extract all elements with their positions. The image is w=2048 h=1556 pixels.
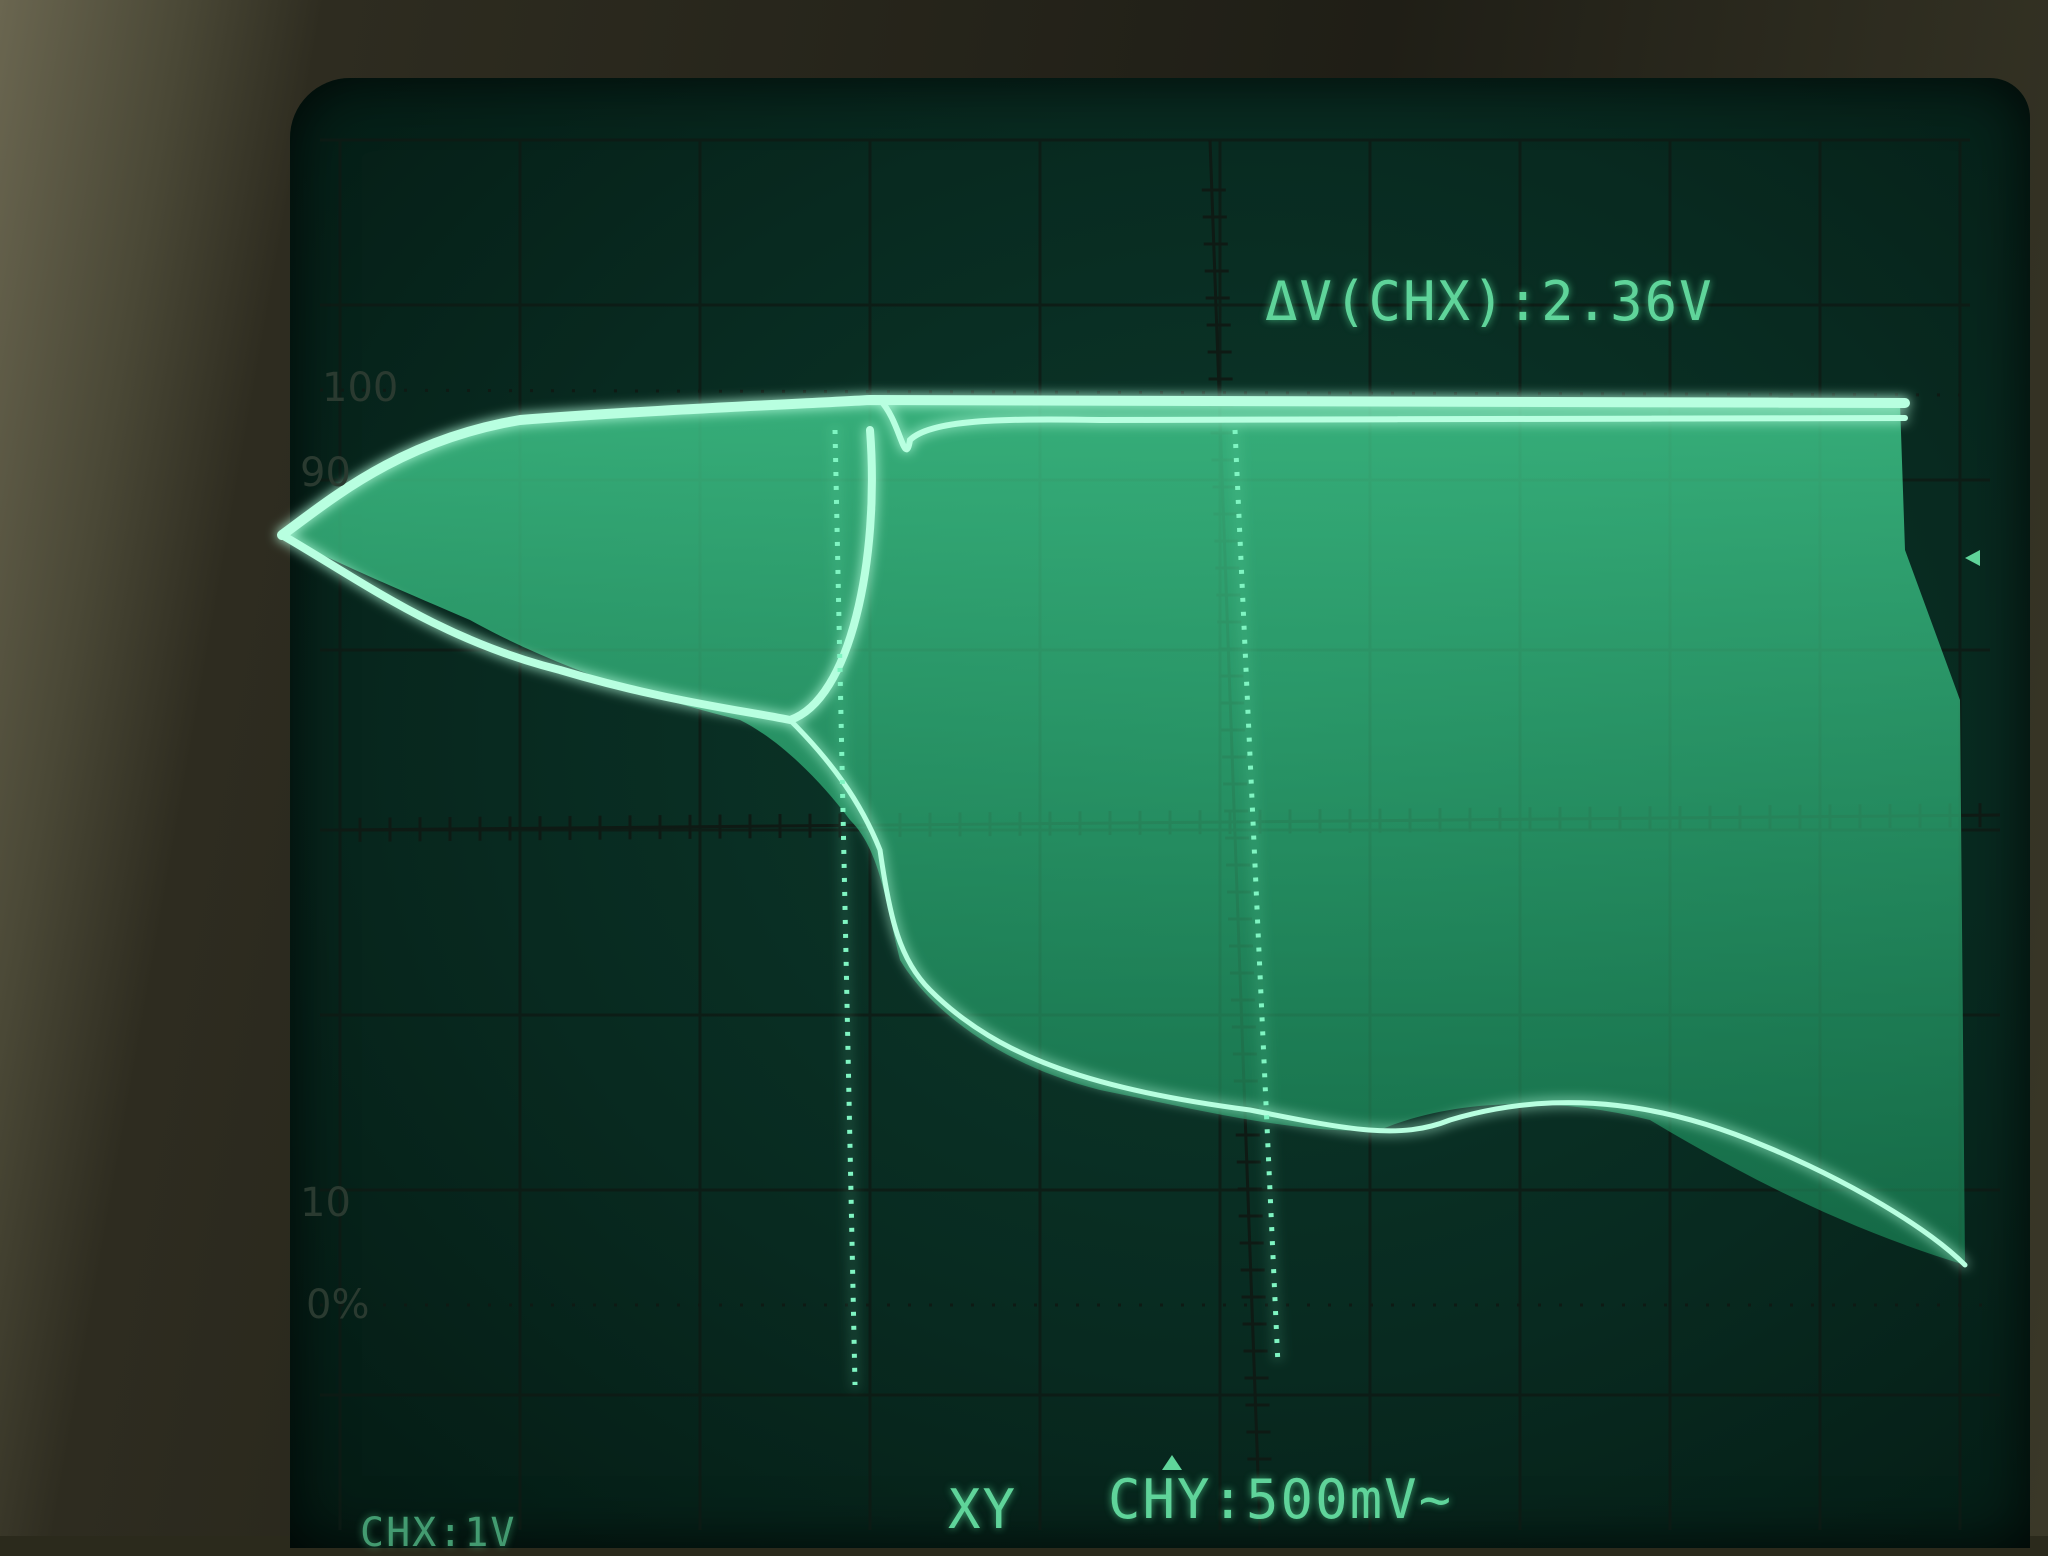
signal-trace bbox=[277, 394, 1968, 1268]
cursor-lines[interactable] bbox=[832, 429, 1281, 1386]
cursor-line-left[interactable] bbox=[832, 429, 858, 1386]
graticule-label-10: 10 bbox=[300, 1180, 351, 1226]
graticule-label-90: 90 bbox=[300, 450, 351, 496]
trigger-marker bbox=[1162, 1455, 1182, 1470]
signal-envelope bbox=[282, 400, 1965, 1265]
delta-voltage-readout: ΔV(CHX):2.36V bbox=[1265, 270, 1714, 333]
reference-dotted-lines bbox=[319, 388, 1990, 1307]
graticule-label-100: 100 bbox=[322, 365, 399, 411]
graticule-label-0: 0% bbox=[306, 1282, 370, 1328]
channel-x-readout: CHX:1V bbox=[360, 1510, 517, 1556]
channel-level-marker bbox=[1965, 550, 1980, 566]
cursor-line-right[interactable] bbox=[1232, 429, 1281, 1366]
channel-y-readout: CHY:500mV~ bbox=[1108, 1468, 1454, 1531]
xy-mode-indicator: XY bbox=[948, 1478, 1018, 1541]
